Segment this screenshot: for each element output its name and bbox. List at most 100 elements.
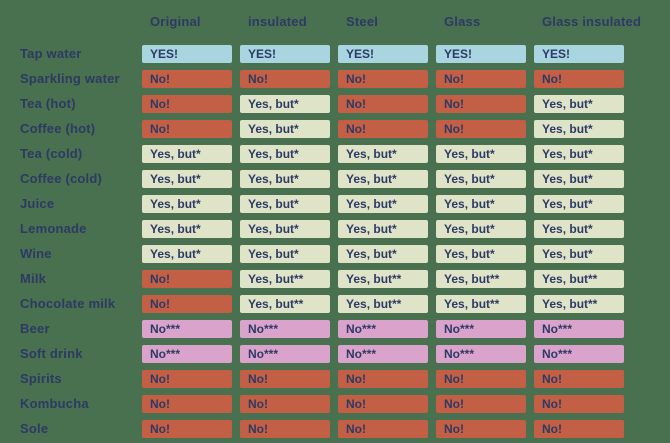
answer-cell: No! [142, 269, 232, 288]
answer-cell: Yes, but* [534, 194, 624, 213]
answer-cell: No*** [436, 319, 526, 338]
answer-cell: Yes, but* [534, 144, 624, 163]
answer-cell: Yes, but** [534, 294, 624, 313]
answer-cell: Yes, but* [436, 144, 526, 163]
answer-cell: Yes, but* [436, 194, 526, 213]
answer-cell: YES! [338, 44, 428, 63]
answer-cell: Yes, but** [436, 294, 526, 313]
answer-cell: Yes, but* [338, 169, 428, 188]
row-label-chocolate-milk: Chocolate milk [20, 296, 116, 311]
row-label-tea-cold: Tea (cold) [20, 146, 83, 161]
row-label-sole: Sole [20, 421, 49, 436]
answer-cell: Yes, but* [534, 119, 624, 138]
column-header-original: Original [150, 13, 201, 29]
answer-cell: No*** [338, 344, 428, 363]
answer-cell: Yes, but* [534, 244, 624, 263]
row-label-coffee-hot: Coffee (hot) [20, 121, 96, 136]
corner-spacer [0, 1, 134, 41]
answer-cell: Yes, but** [240, 269, 330, 288]
answer-cell: No! [338, 69, 428, 88]
row-label-sparkling-water: Sparkling water [20, 71, 120, 86]
row-label-tap-water: Tap water [20, 46, 82, 61]
answer-cell: No! [240, 419, 330, 438]
answer-cell: Yes, but** [338, 269, 428, 288]
answer-cell: Yes, but* [534, 94, 624, 113]
answer-cell: Yes, but** [534, 269, 624, 288]
answer-cell: Yes, but* [534, 219, 624, 238]
column-header-glass-insulated: Glass insulated [542, 13, 642, 29]
answer-cell: Yes, but* [338, 219, 428, 238]
answer-cell: No! [338, 369, 428, 388]
answer-cell: No! [240, 369, 330, 388]
answer-cell: YES! [436, 44, 526, 63]
answer-cell: Yes, but* [142, 194, 232, 213]
row-label-wine: Wine [20, 246, 52, 261]
answer-cell: Yes, but* [240, 194, 330, 213]
answer-cell: No! [142, 69, 232, 88]
answer-cell: No*** [142, 344, 232, 363]
answer-cell: No! [534, 69, 624, 88]
row-label-tea-hot: Tea (hot) [20, 96, 76, 111]
answer-cell: No*** [436, 344, 526, 363]
column-header-glass: Glass [444, 13, 481, 29]
answer-cell: YES! [142, 44, 232, 63]
answer-cell: Yes, but* [240, 94, 330, 113]
answer-cell: No! [436, 419, 526, 438]
answer-cell: Yes, but* [142, 144, 232, 163]
answer-cell: Yes, but* [142, 244, 232, 263]
answer-cell: No! [534, 419, 624, 438]
answer-cell: No! [338, 119, 428, 138]
answer-cell: No*** [338, 319, 428, 338]
answer-cell: Yes, but* [338, 194, 428, 213]
answer-cell: No! [338, 394, 428, 413]
answer-cell: No! [142, 294, 232, 313]
row-label-beer: Beer [20, 321, 50, 336]
answer-cell: Yes, but* [240, 244, 330, 263]
answer-cell: Yes, but** [436, 269, 526, 288]
row-label-juice: Juice [20, 196, 55, 211]
answer-cell: Yes, but* [240, 169, 330, 188]
column-header-insulated: insulated [248, 13, 307, 29]
answer-cell: Yes, but* [436, 219, 526, 238]
answer-cell: No! [534, 369, 624, 388]
answer-cell: No! [142, 369, 232, 388]
answer-cell: Yes, but* [240, 119, 330, 138]
answer-cell: Yes, but* [338, 244, 428, 263]
answer-cell: Yes, but* [436, 169, 526, 188]
answer-cell: Yes, but* [142, 219, 232, 238]
row-label-kombucha: Kombucha [20, 396, 89, 411]
row-label-coffee-cold: Coffee (cold) [20, 171, 103, 186]
answer-cell: Yes, but** [338, 294, 428, 313]
row-label-lemonade: Lemonade [20, 221, 87, 236]
answer-cell: Yes, but* [436, 244, 526, 263]
answer-cell: Yes, but* [534, 169, 624, 188]
answer-cell: No! [142, 119, 232, 138]
answer-cell: No*** [240, 344, 330, 363]
answer-cell: No! [142, 94, 232, 113]
answer-cell: No! [534, 394, 624, 413]
answer-cell: No! [338, 419, 428, 438]
answer-cell: YES! [240, 44, 330, 63]
answer-cell: No*** [534, 344, 624, 363]
answer-cell: Yes, but* [338, 144, 428, 163]
answer-cell: No! [338, 94, 428, 113]
answer-cell: No! [436, 369, 526, 388]
answer-cell: YES! [534, 44, 624, 63]
row-label-milk: Milk [20, 271, 47, 286]
answer-cell: No! [240, 394, 330, 413]
answer-cell: No! [436, 119, 526, 138]
answer-cell: Yes, but* [240, 144, 330, 163]
answer-cell: Yes, but** [240, 294, 330, 313]
answer-cell: No! [436, 94, 526, 113]
answer-cell: No! [240, 69, 330, 88]
row-label-spirits: Spirits [20, 371, 62, 386]
answer-cell: No! [436, 69, 526, 88]
answer-cell: Yes, but* [240, 219, 330, 238]
row-label-soft-drink: Soft drink [20, 346, 83, 361]
answer-cell: No*** [534, 319, 624, 338]
answer-cell: No! [142, 394, 232, 413]
answer-cell: No! [436, 394, 526, 413]
answer-cell: No! [142, 419, 232, 438]
